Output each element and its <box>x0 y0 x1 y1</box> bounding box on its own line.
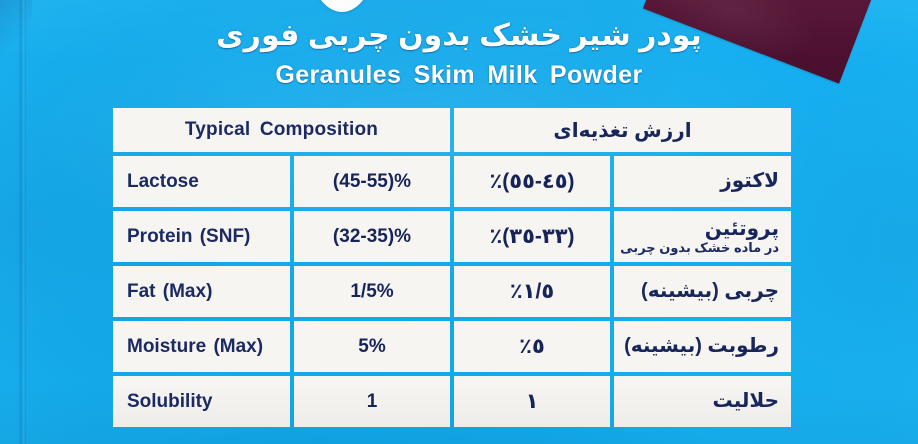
row-label-english: Lactose <box>127 170 199 192</box>
row-value-english: 1/5% <box>350 280 394 302</box>
table-row: Fat (Max) 1/5% ١/٥٪ چربی (بیشینه) <box>113 266 791 317</box>
cell-name-persian: حلالیت <box>614 376 791 427</box>
table-row: Lactose (45-55)% (٤٥-٥٥)٪ لاکتوز <box>113 156 791 207</box>
table-header-left-half: Typical Composition <box>113 108 450 152</box>
cell-value-persian: ٥٪ <box>454 321 610 372</box>
product-title-persian: پودر شیر خشک بدون چربی فوری <box>216 19 702 52</box>
row-value-english: (45-55)% <box>332 170 412 192</box>
row-label-english: Protein (SNF) <box>127 225 251 247</box>
table-row: Solubility 1 ١ حلالیت <box>113 376 791 427</box>
table-header-right-half: ارزش تغذیه‌ای <box>454 108 791 152</box>
cell-value-persian: ١ <box>454 376 610 427</box>
row-right-half: ١ حلالیت <box>454 376 791 427</box>
row-label-persian: حلالیت <box>712 390 779 413</box>
cell-value-english: (45-55)% <box>294 156 450 207</box>
row-value-persian: ١/٥٪ <box>509 280 555 303</box>
table-header-label-english: Typical Composition <box>184 119 379 140</box>
row-right-half: ٥٪ رطوبت (بیشینه) <box>454 321 791 372</box>
nutrition-table: Typical Composition ارزش تغذیه‌ای Lactos… <box>113 108 791 427</box>
cell-name-persian: رطوبت (بیشینه) <box>614 321 791 372</box>
cell-value-english: 5% <box>294 321 450 372</box>
row-value-persian: ٥٪ <box>519 335 545 358</box>
cell-value-persian: ١/٥٪ <box>454 266 610 317</box>
row-value-persian: (٤٥-٥٥)٪ <box>489 170 575 193</box>
cell-name-english: Lactose <box>113 156 290 207</box>
row-label-persian-stack: رطوبت (بیشینه) <box>614 336 779 357</box>
cell-value-english: (32-35)% <box>294 211 450 262</box>
row-label-english: Fat (Max) <box>127 280 213 302</box>
table-header-cell-english: Typical Composition <box>113 108 450 152</box>
cell-name-english: Protein (SNF) <box>113 211 290 262</box>
row-label-persian-stack: پروتئین در ماده خشک بدون چربی <box>614 219 779 254</box>
cell-name-english: Solubility <box>113 376 290 427</box>
cell-name-english: Moisture (Max) <box>113 321 290 372</box>
row-label-persian-stack: لاکتوز <box>614 171 779 192</box>
row-left-half: Lactose (45-55)% <box>113 156 450 207</box>
title-block: پودر شیر خشک بدون چربی فوری Geranules Sk… <box>0 18 918 90</box>
row-label-english: Solubility <box>127 390 213 412</box>
row-right-half: (٤٥-٥٥)٪ لاکتوز <box>454 156 791 207</box>
table-header-label-persian: ارزش تغذیه‌ای <box>553 119 692 142</box>
row-label-english: Moisture (Max) <box>127 335 264 357</box>
table-row: Protein (SNF) (32-35)% (٣٣-٣٥)٪ پروتئین … <box>113 211 791 262</box>
row-value-english: 1 <box>366 390 378 412</box>
row-left-half: Fat (Max) 1/5% <box>113 266 450 317</box>
row-label-persian-stack: حلالیت <box>614 391 779 412</box>
table-header-cell-persian: ارزش تغذیه‌ای <box>454 108 791 152</box>
row-value-english: (32-35)% <box>332 225 412 247</box>
row-label-persian-stack: چربی (بیشینه) <box>614 281 779 302</box>
row-right-half: (٣٣-٣٥)٪ پروتئین در ماده خشک بدون چربی <box>454 211 791 262</box>
row-label-persian: پروتئین <box>704 217 779 240</box>
row-value-english: 5% <box>358 335 386 357</box>
cell-value-persian: (٤٥-٥٥)٪ <box>454 156 610 207</box>
cell-name-persian: چربی (بیشینه) <box>614 266 791 317</box>
row-left-half: Protein (SNF) (32-35)% <box>113 211 450 262</box>
cell-name-persian: لاکتوز <box>614 156 791 207</box>
product-title-english: Geranules Skim Milk Powder <box>275 61 643 90</box>
cell-value-english: 1/5% <box>294 266 450 317</box>
cell-name-english: Fat (Max) <box>113 266 290 317</box>
row-label-persian: لاکتوز <box>720 170 779 193</box>
cell-value-persian: (٣٣-٣٥)٪ <box>454 211 610 262</box>
cell-value-english: 1 <box>294 376 450 427</box>
row-label-persian: چربی (بیشینه) <box>641 280 779 303</box>
table-row: Moisture (Max) 5% ٥٪ رطوبت (بیشینه) <box>113 321 791 372</box>
cell-name-persian: پروتئین در ماده خشک بدون چربی <box>614 211 791 262</box>
row-value-persian: ١ <box>525 390 539 413</box>
row-label-persian: رطوبت (بیشینه) <box>624 335 779 358</box>
table-header-row: Typical Composition ارزش تغذیه‌ای <box>113 108 791 152</box>
row-value-persian: (٣٣-٣٥)٪ <box>489 225 575 248</box>
row-right-half: ١/٥٪ چربی (بیشینه) <box>454 266 791 317</box>
row-label-persian-subtitle: در ماده خشک بدون چربی <box>620 239 779 255</box>
row-left-half: Moisture (Max) 5% <box>113 321 450 372</box>
row-left-half: Solubility 1 <box>113 376 450 427</box>
